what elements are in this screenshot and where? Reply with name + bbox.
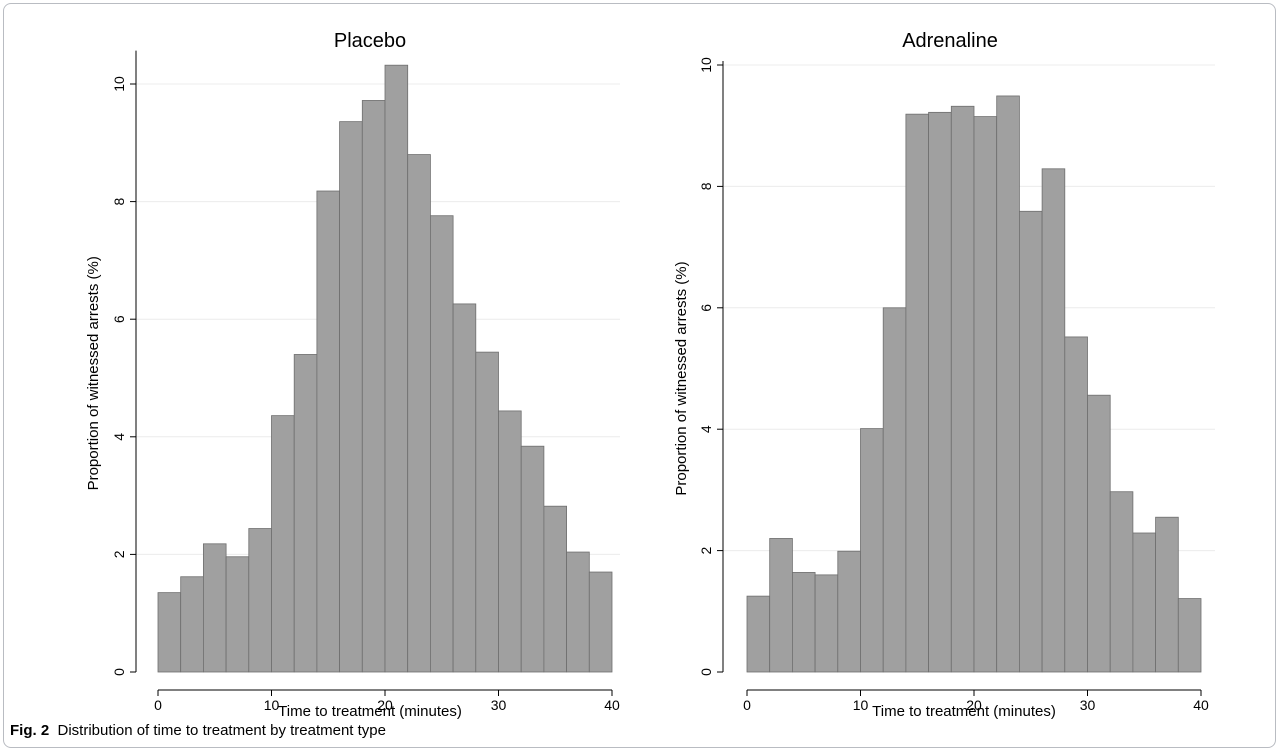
x-tick-label: 30	[491, 697, 507, 713]
y-tick-label: 10	[111, 76, 127, 92]
histogram-bar	[180, 576, 204, 673]
chart-title: Placebo	[334, 30, 406, 52]
y-tick-label: 6	[698, 304, 714, 312]
y-tick-label: 4	[698, 425, 714, 433]
x-tick-label: 0	[154, 697, 162, 713]
histogram-bar	[543, 505, 568, 673]
y-tick-label: 8	[111, 197, 127, 205]
histogram-bar	[384, 64, 409, 673]
histogram-bar	[928, 111, 952, 673]
histogram-bar	[882, 307, 907, 673]
histogram-bar	[520, 445, 545, 673]
x-axis-label: Time to treatment (minutes)	[872, 703, 1056, 720]
histogram-bar	[225, 556, 250, 673]
histogram-bar	[202, 543, 227, 673]
x-axis-label: Time to treatment (minutes)	[278, 703, 462, 720]
histogram-bar	[769, 538, 793, 673]
histogram-bar	[791, 572, 816, 673]
histogram-bar	[566, 551, 590, 673]
histogram-bar	[1177, 598, 1202, 673]
x-tick-label: 0	[743, 697, 751, 713]
histogram-bar	[973, 116, 998, 673]
y-tick-label: 0	[111, 668, 127, 676]
histogram-bar	[814, 574, 839, 673]
histogram-bar	[1109, 491, 1134, 673]
histogram-bar	[293, 354, 318, 673]
histogram-bar	[905, 113, 929, 673]
figure-caption-label: Fig. 2	[10, 722, 50, 739]
x-tick-label: 10	[264, 697, 280, 713]
y-tick-label: 2	[698, 546, 714, 554]
histogram-bar	[860, 428, 884, 673]
histogram-bar	[1087, 394, 1111, 673]
histogram-bar	[429, 215, 454, 673]
x-tick-label: 20	[966, 697, 982, 713]
histogram-bar	[1132, 532, 1157, 673]
y-tick-label: 0	[698, 668, 714, 676]
adrenaline-histogram: 0 2 4 6 8 10 0 10 20 30 40 Adrenaline Time to treatm…	[673, 30, 1215, 720]
y-axis-label: Proportion of witnessed arrests (%)	[85, 256, 102, 490]
placebo-histogram: 0 2 4 6 8 10 0 10 20 30 40 Placebo Time to treatment…	[85, 30, 620, 720]
histogram-bar	[361, 100, 386, 673]
histogram-bar	[996, 95, 1020, 673]
y-tick-label: 10	[698, 57, 714, 73]
histogram-bar	[1155, 516, 1179, 673]
histogram-bar	[271, 415, 295, 673]
histogram-bar	[498, 410, 522, 673]
histogram-bar	[248, 528, 272, 673]
chart-title: Adrenaline	[902, 30, 998, 52]
x-tick-label: 40	[1193, 697, 1209, 713]
y-tick-label: 2	[111, 550, 127, 558]
histogram-bar	[452, 303, 477, 673]
histogram-bar	[157, 592, 182, 673]
histogram-bar	[316, 190, 340, 673]
histogram-bar	[339, 121, 363, 673]
histogram-bar	[1064, 336, 1088, 673]
y-tick-label: 4	[111, 433, 127, 441]
histogram-bar	[746, 595, 771, 673]
histogram-bar	[407, 154, 431, 673]
x-tick-label: 40	[604, 697, 620, 713]
x-tick-label: 10	[853, 697, 869, 713]
histogram-bar	[1041, 168, 1066, 673]
y-tick-label: 6	[111, 315, 127, 323]
figure-caption-text: Distribution of time to treatment by tre…	[57, 722, 386, 739]
x-tick-label: 30	[1080, 697, 1096, 713]
figure-caption: Fig. 2 Distribution of time to treatment…	[10, 722, 386, 739]
x-tick-label: 20	[377, 697, 393, 713]
y-axis-label: Proportion of witnessed arrests (%)	[673, 261, 690, 495]
histogram-bar	[588, 571, 613, 673]
histogram-bar	[1018, 210, 1043, 673]
y-tick-label: 8	[698, 182, 714, 190]
histogram-bar	[475, 351, 499, 673]
histogram-bar	[950, 105, 975, 673]
histogram-bar	[837, 550, 861, 673]
